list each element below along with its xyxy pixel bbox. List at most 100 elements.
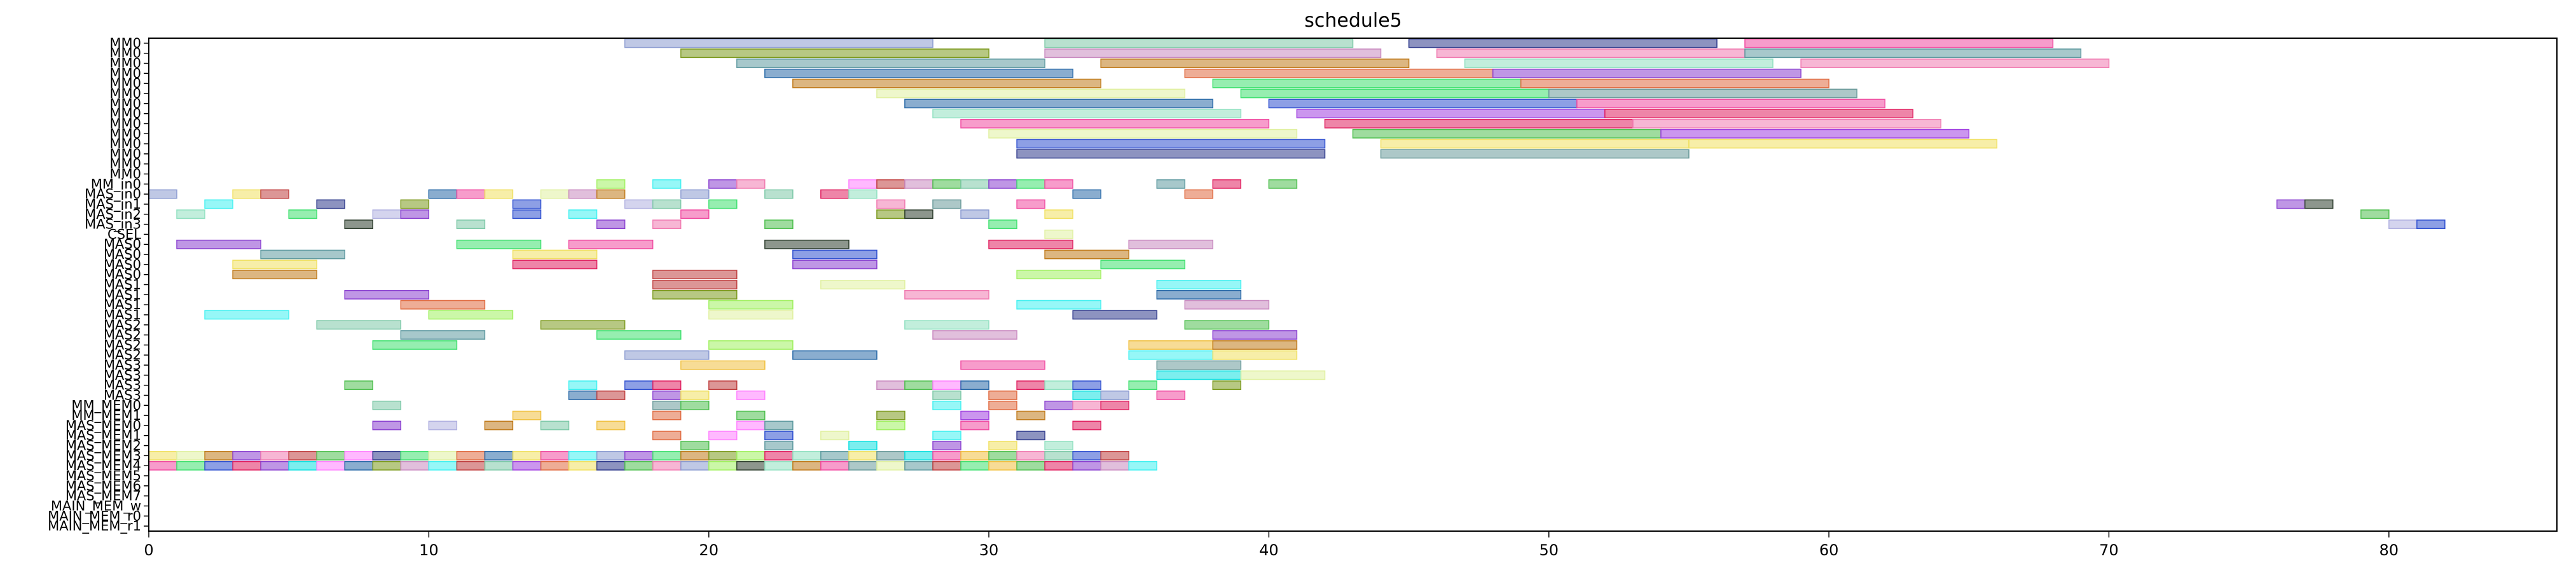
y-tick-label: MAS_MEM4 — [65, 458, 141, 474]
task-bar — [1212, 330, 1298, 340]
task-bar — [988, 461, 1017, 471]
task-bar — [512, 209, 542, 219]
y-tick-label: MM0 — [109, 86, 141, 101]
task-bar — [596, 391, 626, 400]
task-bar — [1016, 199, 1045, 209]
task-bar — [1044, 38, 1354, 48]
task-bar — [848, 450, 878, 461]
task-bar — [232, 189, 261, 199]
task-bar — [344, 289, 430, 300]
task-bar — [792, 450, 822, 461]
task-bar — [1016, 461, 1045, 471]
task-bar — [932, 179, 961, 189]
task-bar — [456, 450, 486, 461]
task-bar — [1688, 139, 1998, 149]
task-bar — [176, 461, 205, 471]
task-bar — [512, 450, 542, 461]
task-bar — [820, 431, 850, 441]
task-bar — [1744, 48, 2082, 59]
task-bar — [736, 179, 766, 189]
task-bar — [708, 310, 794, 320]
task-bar — [960, 360, 1045, 370]
task-bar — [904, 209, 933, 219]
task-bar — [1016, 270, 1101, 280]
task-bar — [932, 330, 1017, 340]
task-bar — [624, 199, 654, 209]
task-bar — [1016, 410, 1045, 420]
task-bar — [1184, 68, 1494, 78]
y-tick-label: MAS2 — [104, 347, 141, 363]
y-tick-label: MAS_MEM3 — [65, 448, 141, 464]
task-bar — [1604, 109, 1913, 119]
y-tick-label: MAS0 — [104, 257, 141, 272]
task-bar — [512, 260, 598, 270]
task-bar — [568, 450, 598, 461]
task-bar — [932, 461, 961, 471]
task-bar — [288, 461, 317, 471]
x-tick-label: 30 — [979, 541, 999, 559]
task-bar — [1128, 340, 1214, 350]
task-bar — [1100, 450, 1129, 461]
task-bar — [1240, 370, 1326, 380]
x-tick-label: 50 — [1539, 541, 1559, 559]
task-bar — [960, 420, 989, 431]
task-bar — [540, 320, 626, 330]
task-bar — [372, 209, 402, 219]
task-bar — [1212, 78, 1522, 88]
y-tick-label: MM0 — [109, 126, 141, 141]
y-tick-label: MAS_MEM6 — [65, 478, 141, 494]
task-bar — [848, 189, 878, 199]
y-tick-label: MM0 — [109, 167, 141, 182]
y-tick-label: MAS3 — [104, 378, 141, 393]
y-tick-label: MM0 — [109, 116, 141, 131]
task-bar — [820, 450, 850, 461]
task-bar — [960, 450, 989, 461]
task-bar — [708, 199, 738, 209]
y-tick-label: MAS_in3 — [85, 217, 141, 233]
task-bar — [876, 199, 906, 209]
task-bar — [1100, 59, 1410, 68]
task-bar — [1044, 441, 1073, 450]
task-bar — [680, 209, 710, 219]
task-bar — [652, 380, 682, 391]
task-bar — [904, 380, 933, 391]
task-bar — [1072, 450, 1101, 461]
y-tick-label: MAS_MEM0 — [65, 418, 141, 434]
task-bar — [680, 450, 710, 461]
task-bar — [764, 420, 794, 431]
y-tick-label: MM0 — [109, 76, 141, 91]
task-bar — [1464, 59, 1774, 68]
task-bar — [1016, 300, 1101, 310]
y-tick-label: MAS2 — [104, 317, 141, 333]
y-tick-label: MAS_MEM5 — [65, 468, 141, 484]
task-bar — [428, 450, 458, 461]
task-bar — [148, 450, 177, 461]
task-bar — [988, 400, 1017, 410]
task-bar — [932, 450, 961, 461]
task-bar — [596, 179, 626, 189]
task-bar — [1016, 450, 1045, 461]
task-bar — [988, 441, 1017, 450]
task-bar — [652, 410, 682, 420]
task-bar — [260, 189, 289, 199]
task-bar — [904, 320, 989, 330]
y-tick-label: MAS1 — [104, 307, 141, 322]
task-bar — [736, 461, 766, 471]
task-bar — [876, 450, 906, 461]
task-bar — [1184, 189, 1214, 199]
y-tick-label: MAS_MEM2 — [65, 438, 141, 454]
y-tick-label: MAS_MEM1 — [65, 428, 141, 444]
task-bar — [1128, 461, 1157, 471]
task-bar — [1240, 88, 1550, 99]
y-tick-label: MAS_in0 — [85, 186, 141, 202]
task-bar — [1212, 340, 1298, 350]
y-tick-label: MAS3 — [104, 368, 141, 383]
y-tick-label: MAS_MEM7 — [65, 488, 141, 504]
task-bar — [596, 219, 626, 230]
task-bar — [1072, 400, 1101, 410]
task-bar — [1156, 289, 1242, 300]
task-bar — [1016, 139, 1326, 149]
task-bar — [1044, 400, 1073, 410]
task-bar — [820, 280, 906, 289]
